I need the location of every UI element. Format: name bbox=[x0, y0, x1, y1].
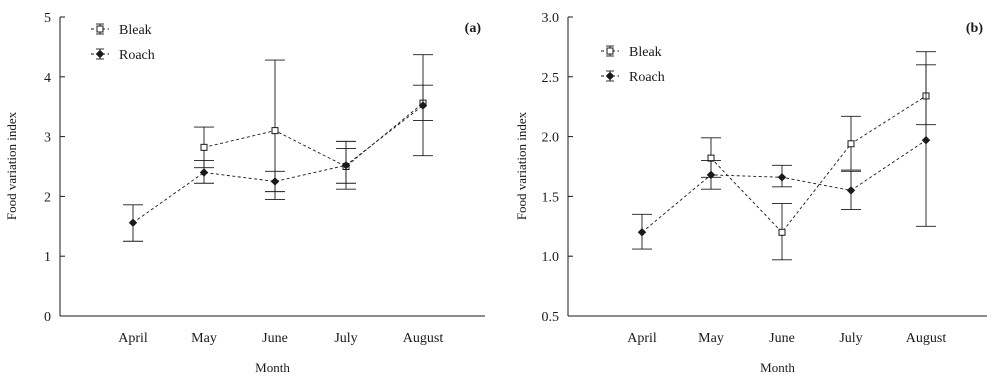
data-point bbox=[128, 218, 138, 227]
series-line bbox=[641, 139, 927, 233]
data-point bbox=[270, 177, 280, 186]
data-point bbox=[921, 135, 931, 145]
legend: Bleak Roach bbox=[601, 45, 665, 85]
y-tick-label: 3 bbox=[44, 131, 51, 146]
y-tick-label: 1.5 bbox=[542, 190, 560, 205]
x-axis-title: Month bbox=[255, 360, 290, 375]
data-point bbox=[418, 101, 428, 110]
chart-panel-1: 0 1 2 3 4 5 April May June July August Food variati… bbox=[4, 11, 485, 375]
data-point bbox=[778, 228, 786, 236]
x-tick-label: July bbox=[334, 331, 357, 346]
y-tick-label: 2.5 bbox=[542, 71, 560, 86]
legend: Bleak Roach bbox=[91, 23, 155, 63]
y-tick-label: 2 bbox=[44, 190, 51, 205]
series-line bbox=[710, 95, 927, 233]
y-axis-title: Food variation index bbox=[514, 111, 529, 220]
legend-label: Roach bbox=[119, 48, 155, 63]
y-tick-label: 5 bbox=[44, 11, 51, 26]
x-tick-label: July bbox=[839, 331, 862, 346]
x-tick-label: June bbox=[262, 331, 288, 346]
data-point bbox=[271, 127, 279, 135]
series-line bbox=[203, 102, 424, 168]
chart-panel-2: 0.5 1.0 1.5 2.0 2.5 3.0 April May June July August… bbox=[514, 11, 987, 375]
data-point bbox=[846, 186, 856, 195]
series-line bbox=[132, 105, 424, 224]
series-bleak bbox=[701, 64, 936, 261]
y-tick-label: 0 bbox=[44, 310, 51, 325]
x-tick-label: May bbox=[698, 331, 724, 346]
legend-marker bbox=[606, 47, 614, 55]
legend-marker bbox=[95, 49, 105, 59]
y-tick-label: 3.0 bbox=[542, 11, 560, 26]
legend-label: Roach bbox=[629, 70, 665, 85]
y-tick-label: 2.0 bbox=[542, 131, 560, 146]
panel-label: (b) bbox=[966, 21, 983, 36]
y-axis-title: Food variation index bbox=[4, 111, 19, 220]
legend-marker bbox=[96, 25, 104, 33]
data-point bbox=[637, 228, 647, 237]
x-axis-title: Month bbox=[760, 360, 795, 375]
series-roach bbox=[123, 54, 433, 242]
x-tick-label: August bbox=[403, 331, 444, 346]
data-point bbox=[341, 161, 351, 170]
x-tick-label: August bbox=[906, 331, 947, 346]
x-tick-label: June bbox=[769, 331, 795, 346]
panel-label: (a) bbox=[465, 21, 482, 36]
x-tick-label: April bbox=[627, 331, 657, 346]
y-tick-label: 1 bbox=[44, 250, 51, 265]
legend-marker bbox=[605, 71, 615, 81]
x-tick-label: May bbox=[191, 331, 217, 346]
series-roach bbox=[632, 51, 936, 250]
legend-label: Bleak bbox=[119, 23, 152, 38]
y-tick-label: 0.5 bbox=[542, 310, 560, 325]
data-point bbox=[706, 170, 716, 180]
data-point bbox=[847, 140, 855, 148]
data-point bbox=[199, 168, 209, 177]
data-point bbox=[200, 143, 208, 151]
data-point bbox=[777, 173, 787, 182]
y-tick-label: 1.0 bbox=[542, 250, 560, 265]
x-tick-label: April bbox=[118, 331, 148, 346]
y-tick-label: 4 bbox=[44, 71, 51, 86]
series-bleak bbox=[194, 59, 433, 200]
legend-label: Bleak bbox=[629, 45, 662, 60]
